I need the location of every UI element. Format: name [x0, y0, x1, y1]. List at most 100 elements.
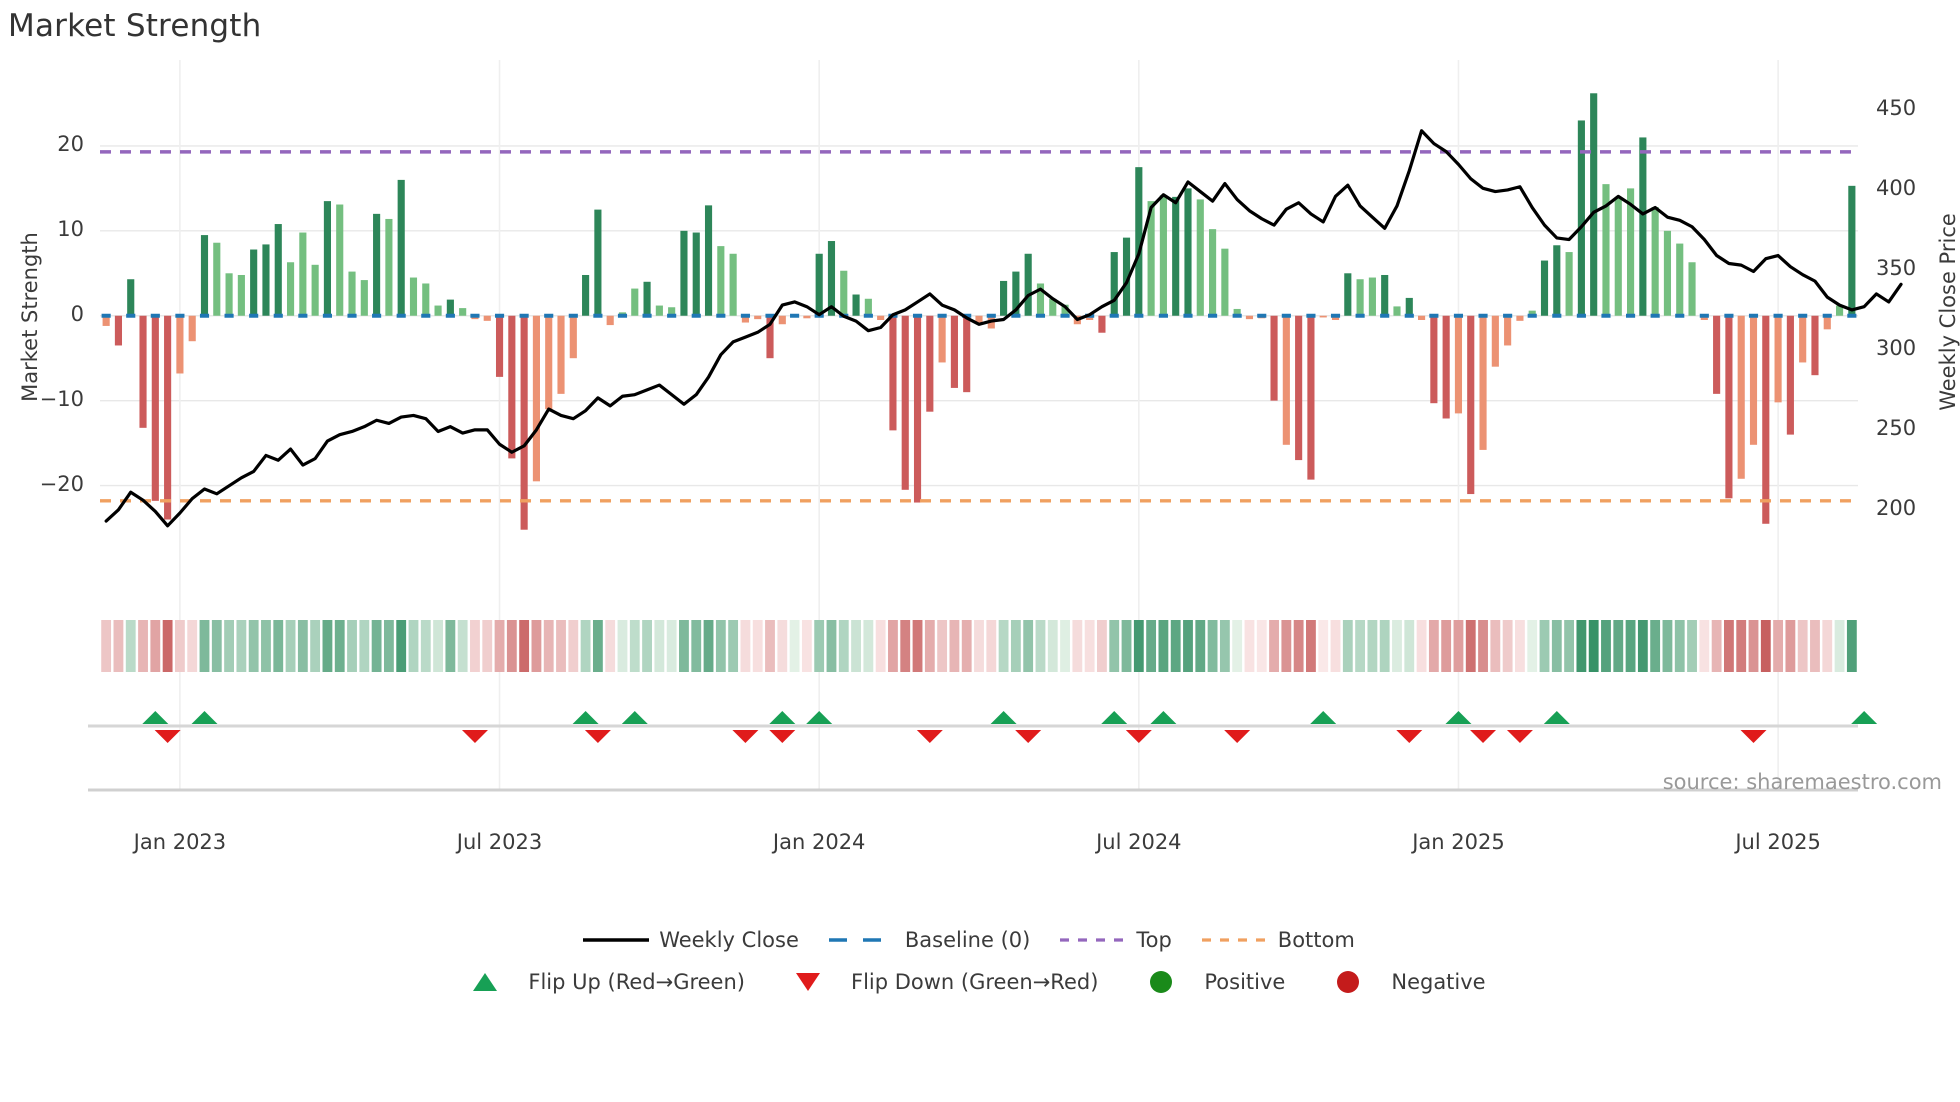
strength-bar: [1614, 196, 1622, 316]
strength-bar: [1713, 315, 1721, 394]
strength-bar: [409, 277, 418, 316]
flip-down-marker: [1506, 730, 1533, 743]
heatmap-cell: [666, 620, 677, 672]
heatmap-cell: [1355, 620, 1366, 672]
strength-bar: [1098, 315, 1106, 333]
strength-bar: [901, 315, 909, 490]
strength-bar: [1381, 274, 1389, 316]
flip-down-marker: [1015, 730, 1042, 743]
heatmap-cell: [408, 620, 419, 672]
y-tick-left: −20: [39, 471, 84, 496]
strength-bar: [1331, 315, 1340, 320]
heatmap-cell: [347, 620, 357, 672]
heatmap-cell: [1748, 620, 1759, 672]
strength-bar: [729, 253, 737, 316]
heatmap-cell: [273, 620, 284, 672]
strength-bar: [1725, 315, 1733, 499]
heatmap-cell: [974, 620, 984, 672]
heatmap-cell: [371, 620, 382, 672]
strength-bar: [569, 315, 577, 359]
strength-bar: [680, 230, 688, 316]
legend-item[interactable]: Flip Down (Green→Red): [771, 967, 1124, 997]
strength-bar: [1590, 93, 1598, 316]
heatmap-cell: [383, 620, 394, 672]
strength-bar: [188, 315, 196, 342]
flip-up-marker: [621, 711, 648, 724]
heatmap-cell: [863, 620, 874, 672]
heatmap-cell: [113, 620, 124, 672]
bottom-swatch-icon: [1201, 938, 1268, 942]
strength-bar: [717, 246, 725, 316]
strength-bar: [631, 288, 639, 316]
heatmap-cell: [285, 620, 296, 672]
heatmap-cell: [777, 620, 788, 672]
flip-down-marker: [584, 730, 611, 743]
strength-bar: [582, 274, 590, 316]
x-tick: Jul 2025: [1735, 830, 1821, 854]
heatmap-cell: [937, 620, 948, 672]
legend-item[interactable]: Flip Up (Red→Green): [448, 967, 771, 997]
strength-bar: [1516, 315, 1524, 321]
legend-item[interactable]: Positive: [1124, 967, 1311, 997]
heatmap-cell: [1195, 620, 1206, 672]
heatmap-cell: [1465, 620, 1476, 672]
strength-bar: [1012, 271, 1020, 316]
flip-down-marker: [154, 730, 181, 743]
heatmap-cell: [1723, 620, 1734, 672]
legend-item-label: Weekly Close: [659, 928, 799, 952]
heatmap-cell: [851, 620, 861, 672]
heatmap-cell: [1773, 620, 1784, 672]
heatmap-cell: [1318, 620, 1329, 672]
strength-bar: [1786, 315, 1794, 435]
y-tick-left: 20: [57, 131, 84, 156]
strength-bar: [827, 241, 836, 316]
heatmap-cell: [1035, 620, 1046, 672]
legend-item[interactable]: Bottom: [1198, 925, 1381, 955]
strength-bar: [1159, 195, 1167, 316]
strength-bar: [741, 315, 749, 323]
legend-item[interactable]: Weekly Close: [579, 925, 825, 955]
flip-down-triangle-icon: [795, 973, 820, 991]
heatmap-cell: [519, 620, 530, 672]
y-tick-right: 450: [1876, 95, 1917, 120]
strength-bar: [1000, 280, 1008, 316]
heatmap-cell: [334, 620, 345, 672]
heatmap-cell: [728, 620, 739, 672]
flip-up-marker: [806, 711, 833, 724]
heatmap-cell: [1404, 620, 1415, 672]
heatmap-cell: [543, 620, 554, 672]
heatmap-cell: [1219, 620, 1230, 672]
y-tick-left: 0: [70, 301, 84, 326]
strength-bar: [1835, 305, 1844, 316]
strength-bar: [877, 315, 885, 320]
legend-item[interactable]: Negative: [1311, 967, 1511, 997]
heatmap-cell: [949, 620, 960, 672]
heatmap-cell: [1269, 620, 1279, 672]
heatmap-cell: [1109, 620, 1120, 672]
strength-bar: [323, 201, 331, 316]
strength-bar: [1848, 185, 1856, 316]
flip-up-marker: [1445, 711, 1472, 724]
heatmap-cell: [138, 620, 148, 672]
strength-bar: [434, 305, 442, 316]
heatmap-cell: [1576, 620, 1587, 672]
strength-bar: [495, 315, 504, 377]
strength-bar: [1393, 306, 1401, 316]
heatmap-cell: [470, 620, 480, 672]
strength-bar: [1184, 188, 1192, 316]
strength-heatmap-strip: [101, 620, 1857, 672]
heatmap-cell: [924, 620, 935, 672]
strength-bar: [459, 308, 467, 316]
strength-bar: [336, 204, 344, 316]
strength-bar: [446, 299, 454, 316]
heatmap-cell: [592, 620, 603, 672]
heatmap-cell: [1207, 620, 1218, 672]
heatmap-cell: [1515, 620, 1525, 672]
strength-bar: [1479, 315, 1487, 450]
strength-bar: [1233, 308, 1241, 316]
heatmap-cell: [1637, 620, 1648, 672]
y-tick-right: 400: [1876, 175, 1917, 200]
legend-item[interactable]: Top: [1056, 925, 1197, 955]
legend-item[interactable]: Baseline (0): [825, 925, 1056, 955]
